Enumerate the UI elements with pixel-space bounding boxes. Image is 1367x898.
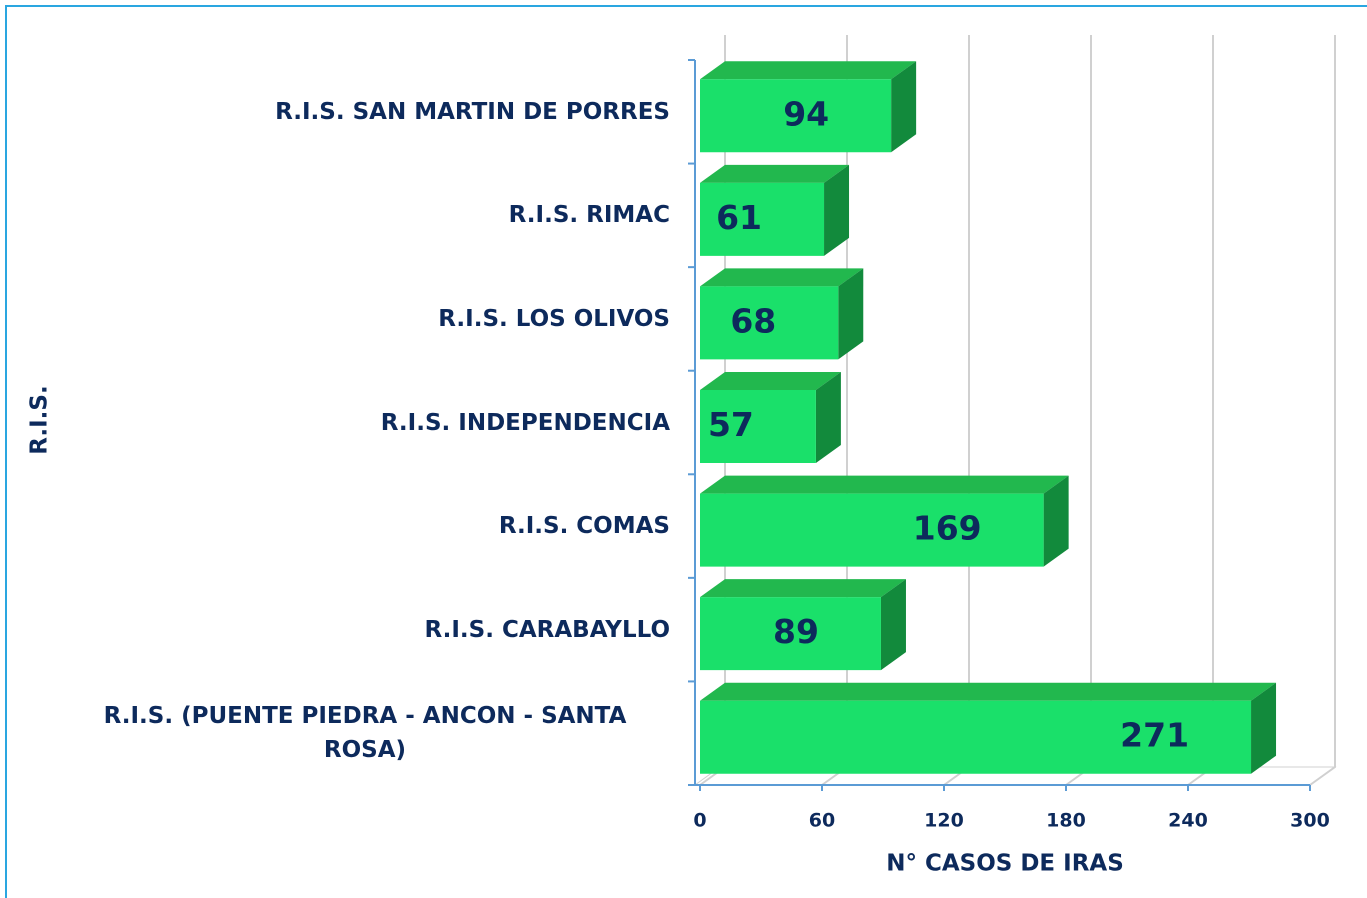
y-tick-label: R.I.S. CARABAYLLO: [424, 616, 671, 643]
bar: [700, 475, 1069, 567]
bar-top: [700, 268, 864, 287]
x-tick-label: 240: [1168, 810, 1208, 832]
y-tick-label-box: R.I.S. CARABAYLLO: [30, 580, 671, 680]
frame: [5, 5, 1367, 898]
y-tick-label-box: R.I.S. INDEPENDENCIA: [30, 373, 670, 473]
bar-front: [700, 79, 892, 153]
y-tick-label: R.I.S. COMAS: [498, 513, 670, 540]
grid-line: [1065, 35, 1092, 786]
bar-front: [700, 286, 839, 360]
bar-top: [700, 682, 1277, 701]
y-axis-title: R.I.S.: [27, 385, 53, 454]
data-label: 68: [730, 301, 776, 340]
bar-side: [815, 372, 841, 463]
x-tick-label: 0: [693, 810, 706, 832]
x-tick-label: 120: [924, 810, 964, 832]
data-label: 89: [773, 612, 819, 651]
bar-top: [700, 164, 850, 183]
y-tick-label-box: R.I.S. (PUENTE PIEDRA - ANCON - SANTA RO…: [30, 683, 670, 783]
grid-line: [943, 35, 970, 786]
bar-front: [700, 700, 1252, 774]
x-tick-label: 60: [809, 810, 835, 832]
data-label: 61: [716, 198, 762, 237]
bar-top: [700, 475, 1069, 494]
y-tick-label-box: R.I.S. RIMAC: [30, 165, 670, 265]
bar-side: [891, 61, 917, 153]
x-tick-label: 300: [1290, 810, 1330, 832]
y-tick-label: R.I.S. LOS OLIVOS: [438, 305, 670, 332]
bar-front: [700, 493, 1044, 567]
bar: [700, 61, 917, 153]
grid-line: [1309, 35, 1336, 786]
bar: [700, 268, 864, 360]
bar-side: [838, 268, 864, 360]
data-label: 57: [708, 405, 754, 444]
y-tick-label-box: R.I.S. COMAS: [30, 476, 670, 576]
x-tick-label: 180: [1046, 810, 1086, 832]
bar: [700, 372, 841, 463]
bar-front: [700, 182, 825, 256]
bar-top: [700, 61, 917, 80]
y-tick-label: R.I.S. SAN MARTIN DE PORRES: [275, 98, 670, 125]
bar-side: [1043, 475, 1069, 567]
y-tick-label-box: R.I.S. LOS OLIVOS: [30, 269, 670, 369]
bar-top: [700, 579, 906, 598]
y-tick-label: R.I.S. RIMAC: [508, 202, 670, 229]
y-tick-label: R.I.S. INDEPENDENCIA: [380, 409, 670, 436]
bar: [700, 164, 850, 256]
bar-side: [1251, 682, 1277, 774]
bar-side: [880, 579, 906, 671]
bar-top: [700, 372, 841, 390]
bar-side: [824, 164, 850, 256]
y-tick-label: R.I.S. (PUENTE PIEDRA - ANCON - SANTA RO…: [103, 703, 627, 764]
data-label: 94: [783, 94, 829, 133]
x-axis-title: N° CASOS DE IRAS: [886, 851, 1124, 877]
bar: [700, 682, 1277, 774]
grid-line: [1187, 35, 1214, 786]
bar: [700, 579, 906, 671]
y-tick-label-box: R.I.S. SAN MARTIN DE PORRES: [30, 62, 670, 162]
bar-front: [700, 390, 816, 463]
bar-front: [700, 597, 881, 671]
data-label: 169: [913, 509, 982, 548]
data-label: 271: [1120, 716, 1189, 755]
